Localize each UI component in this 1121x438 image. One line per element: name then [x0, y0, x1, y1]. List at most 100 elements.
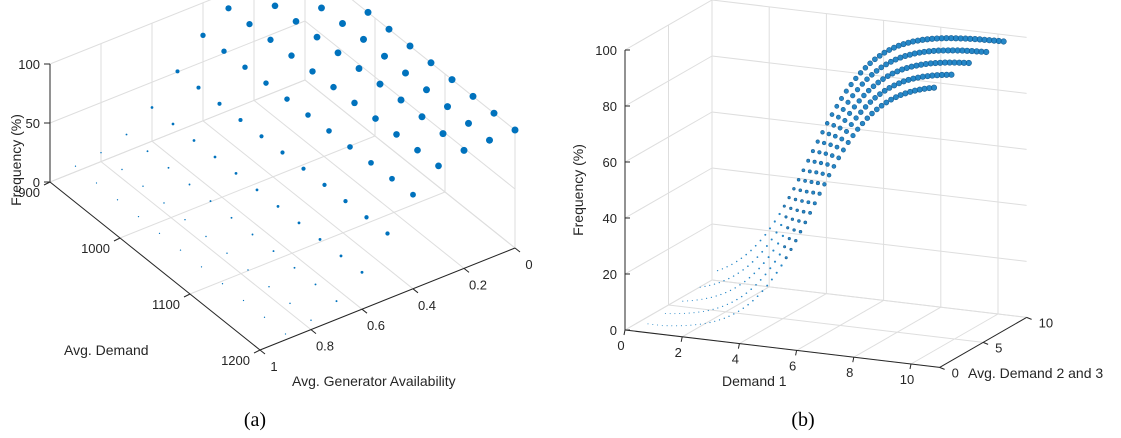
b-data-point [842, 118, 848, 123]
b-demand1-tick-label: 0 [617, 338, 624, 353]
a-frequency-tick-label: 50 [26, 116, 40, 131]
b-data-point [713, 283, 716, 285]
b-data-point [693, 312, 695, 314]
b-data-point [840, 107, 846, 112]
b-data-point [782, 204, 786, 208]
a-data-point [217, 101, 222, 106]
a-availability-tick [514, 247, 521, 253]
a-data-point [251, 233, 254, 236]
a-data-point [402, 69, 409, 77]
b-data-point [775, 231, 778, 234]
a-wall-gridline [304, 79, 516, 249]
b-data-point [818, 160, 824, 166]
b-data-point [726, 303, 729, 306]
b-data-point [916, 49, 923, 56]
panel-a-axes [43, 63, 521, 355]
b-data-point [754, 244, 757, 247]
b-demand23-tick-label: 5 [995, 340, 1002, 355]
b-demand23-tick [982, 341, 989, 345]
a-frequency-tick-label: 100 [18, 57, 40, 72]
b-data-point [850, 93, 856, 99]
b-data-point [894, 68, 901, 75]
b-data-point [892, 56, 899, 63]
b-data-point [850, 133, 856, 139]
b-data-point [745, 292, 748, 294]
b-data-point [889, 70, 896, 77]
b-data-point [709, 284, 711, 286]
b-data-point [778, 212, 781, 216]
a-data-point [234, 172, 238, 175]
b-data-point [773, 260, 777, 263]
a-data-point [418, 113, 426, 121]
b-data-point [856, 98, 862, 104]
b-data-point [706, 297, 708, 299]
a-data-point [334, 49, 342, 57]
b-data-point [736, 298, 738, 301]
b-data-point [750, 288, 753, 291]
b-demand1-tick [680, 336, 683, 342]
b-data-point [723, 317, 725, 319]
a-data-point [247, 269, 249, 271]
b-data-point [704, 285, 706, 287]
a-availability-tick-label: 0 [525, 257, 532, 272]
panel-b-xlabel: Demand 1 [722, 373, 787, 389]
b-data-point [886, 47, 893, 53]
b-data-point [783, 245, 787, 249]
b-demand23-tick-label: 0 [952, 365, 959, 380]
b-data-point [812, 201, 817, 206]
a-data-point [200, 266, 203, 268]
b-wall-gridline [624, 279, 713, 331]
b-data-point [916, 86, 923, 93]
b-data-point [867, 60, 873, 67]
a-demand-tick [253, 349, 261, 354]
b-data-point [834, 144, 840, 150]
panel-b-grid [624, 0, 1027, 368]
b-data-point [687, 300, 689, 302]
a-data-point [330, 83, 337, 91]
a-availability-tick [361, 308, 368, 314]
a-availability-tick [463, 268, 470, 273]
b-data-point [671, 325, 673, 327]
a-data-point [167, 166, 170, 169]
a-data-point [469, 92, 477, 100]
b-data-point [761, 250, 764, 253]
a-demand-tick-label: 1200 [221, 353, 250, 368]
b-data-point [790, 217, 795, 221]
a-data-point [255, 188, 259, 192]
b-demand23-tick [939, 366, 945, 370]
b-data-point [735, 260, 738, 263]
a-data-point [163, 202, 165, 204]
b-frequency-tick-label: 0 [610, 323, 617, 338]
b-data-point [717, 307, 719, 309]
a-data-point [406, 42, 414, 50]
b-data-point [826, 172, 832, 178]
b-data-point [840, 147, 846, 153]
b-frequency-tick-label: 80 [603, 99, 617, 114]
b-data-point [817, 150, 822, 155]
b-data-point [848, 121, 854, 128]
b-wall-gridline [711, 0, 1027, 38]
a-data-point [238, 117, 243, 123]
b-data-point [853, 115, 859, 121]
a-data-point [221, 283, 224, 285]
b-data-point [810, 149, 815, 154]
b-wall-gridline [624, 55, 713, 107]
a-data-point [414, 146, 421, 154]
a-data-point [318, 237, 322, 241]
b-data-point [765, 245, 768, 247]
b-data-point [839, 136, 845, 142]
b-frequency-tick-label: 100 [595, 43, 617, 58]
b-data-point [759, 239, 762, 242]
b-data-point [797, 219, 801, 223]
b-data-point [734, 287, 736, 289]
panel-b-zlabel: Frequency (%) [570, 144, 586, 236]
a-data-point [360, 35, 367, 43]
a-data-point [95, 182, 98, 184]
b-data-point [884, 73, 891, 79]
b-data-point [914, 37, 921, 44]
b-data-point [795, 208, 799, 213]
b-data-point [769, 267, 772, 270]
b-data-point [737, 272, 740, 274]
b-data-point [886, 85, 893, 91]
b-wall-gridline [711, 223, 1027, 262]
